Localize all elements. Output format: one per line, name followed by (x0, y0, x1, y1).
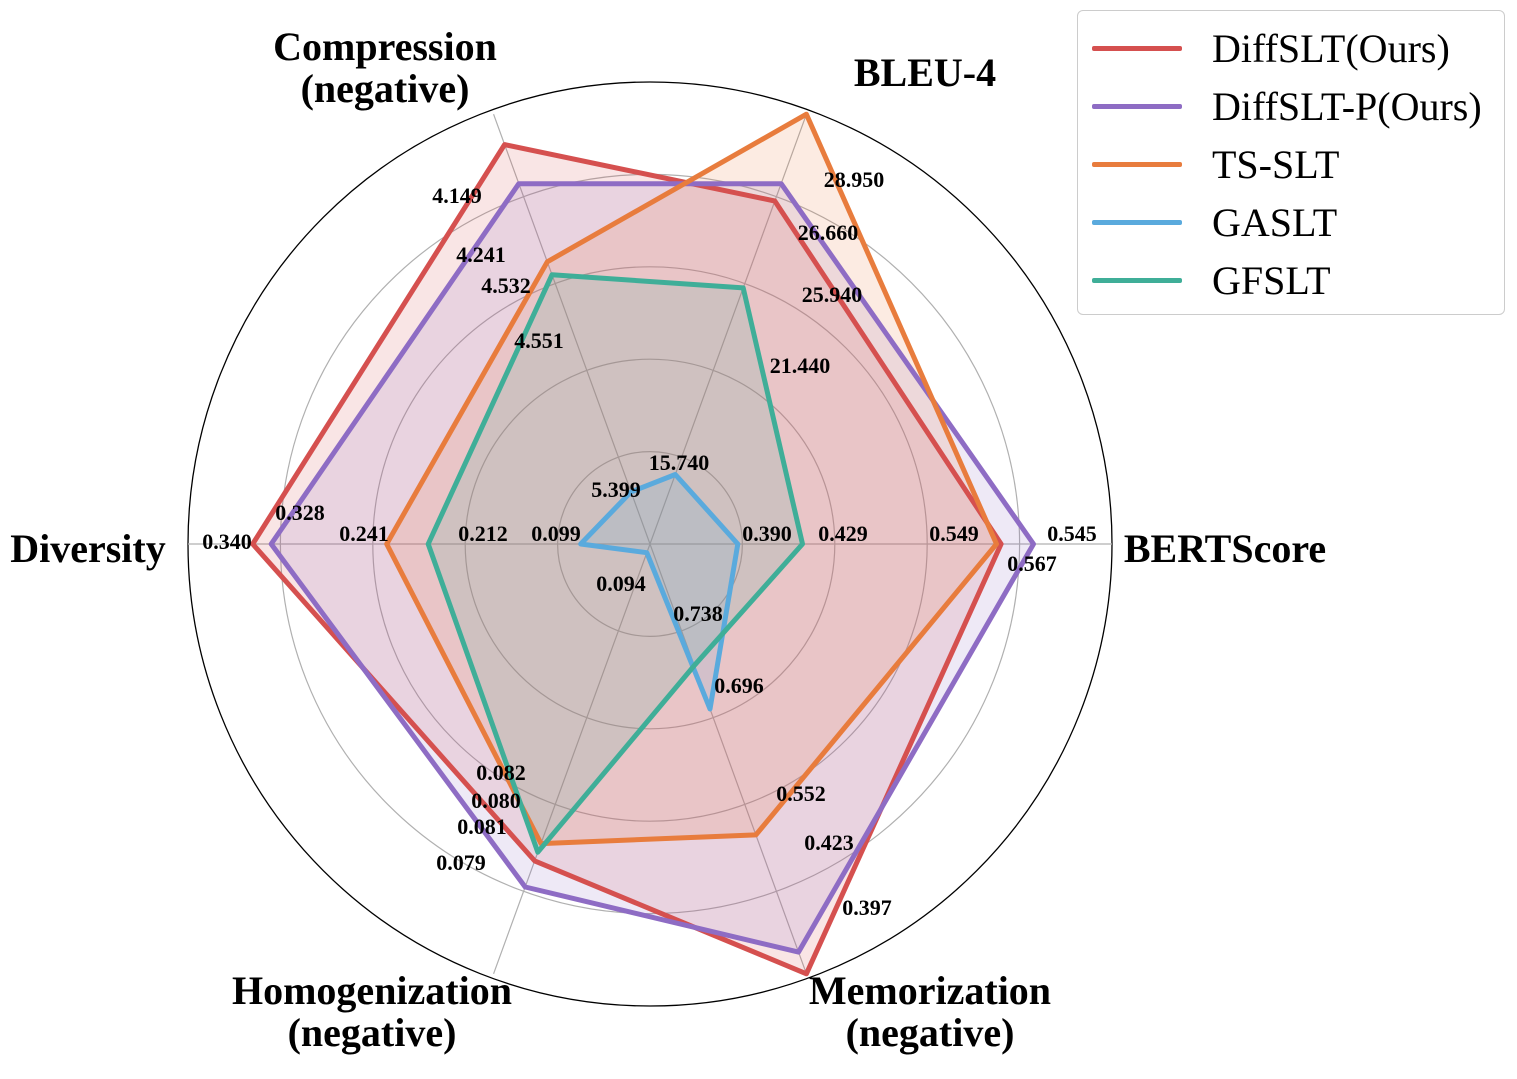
value-label: 0.552 (776, 781, 826, 806)
axis-label: (negative) (846, 1010, 1015, 1055)
value-label: 28.950 (824, 167, 885, 192)
value-label: 21.440 (770, 353, 831, 378)
axis-label: Homogenization (232, 968, 512, 1013)
series-fill (428, 274, 803, 853)
series-line (384, 111, 999, 847)
value-label: 0.082 (476, 760, 526, 785)
axis-spoke (493, 543, 651, 975)
value-label: 4.241 (456, 242, 506, 267)
axis-label: (negative) (288, 1010, 457, 1055)
axis-label: Compression (273, 24, 497, 69)
legend-swatch (1092, 45, 1182, 51)
value-label: 26.660 (798, 220, 859, 245)
value-label: 15.740 (649, 450, 710, 475)
legend-label: DiffSLT(Ours) (1212, 25, 1450, 71)
value-label: 5.399 (591, 477, 641, 502)
axis-spoke (649, 543, 807, 975)
value-label: 0.340 (202, 529, 252, 554)
value-label: 0.080 (471, 788, 521, 813)
axis-label: BERTScore (1124, 526, 1326, 571)
value-labels: 25.940 4.149 0.340 0.081 0.397 0.549 26.660 4.2… (202, 167, 1097, 920)
value-label: 0.545 (1047, 521, 1097, 546)
series-line (250, 142, 1004, 977)
axis-label: Memorization (809, 968, 1051, 1013)
legend-item: TS-SLT (1078, 135, 1504, 193)
legend-swatch (1092, 103, 1182, 109)
legend-swatch (1092, 277, 1182, 283)
value-label: 0.079 (436, 850, 486, 875)
series-fill (580, 474, 738, 709)
legend-item: GFSLT (1078, 251, 1504, 309)
value-label: 4.532 (481, 273, 531, 298)
value-label: 0.212 (458, 521, 508, 546)
legend-item: DiffSLT(Ours) (1078, 19, 1504, 77)
value-label: 0.094 (596, 571, 646, 596)
value-label: 0.390 (742, 521, 792, 546)
value-label: 0.328 (275, 500, 325, 525)
series-line (578, 472, 741, 712)
value-label: 25.940 (802, 282, 863, 307)
value-label: 0.081 (457, 814, 507, 839)
legend-label: TS-SLT (1212, 141, 1340, 187)
axis-label: BLEU-4 (854, 50, 996, 95)
value-label: 0.429 (818, 521, 868, 546)
axis-label: Diversity (10, 526, 166, 571)
value-label: 0.738 (673, 601, 723, 626)
value-label: 0.567 (1007, 551, 1057, 576)
series-fill (386, 114, 997, 844)
value-label: 0.696 (714, 673, 764, 698)
legend-item: GASLT (1078, 193, 1504, 251)
legend-label: GFSLT (1212, 257, 1331, 303)
series-line (425, 272, 805, 855)
legend-label: DiffSLT-P(Ours) (1212, 83, 1482, 129)
legend-swatch (1092, 219, 1182, 225)
legend-swatch (1092, 161, 1182, 167)
value-label: 0.549 (929, 521, 979, 546)
value-label: 0.397 (842, 895, 892, 920)
series-lines (250, 111, 1036, 977)
value-label: 0.241 (339, 521, 389, 546)
axis-labels: BLEU-4Compression(negative)DiversityHomo… (10, 24, 1326, 1055)
value-label: 0.423 (804, 830, 854, 855)
value-label: 4.551 (514, 328, 564, 353)
value-label: 0.099 (531, 521, 581, 546)
legend-label: GASLT (1212, 199, 1338, 245)
series-line (268, 181, 1036, 955)
axis-label: (negative) (301, 66, 470, 111)
legend: DiffSLT(Ours) DiffSLT-P(Ours) TS-SLT GAS… (1077, 10, 1505, 315)
legend-item: DiffSLT-P(Ours) (1078, 77, 1504, 135)
value-label: 4.149 (432, 183, 482, 208)
